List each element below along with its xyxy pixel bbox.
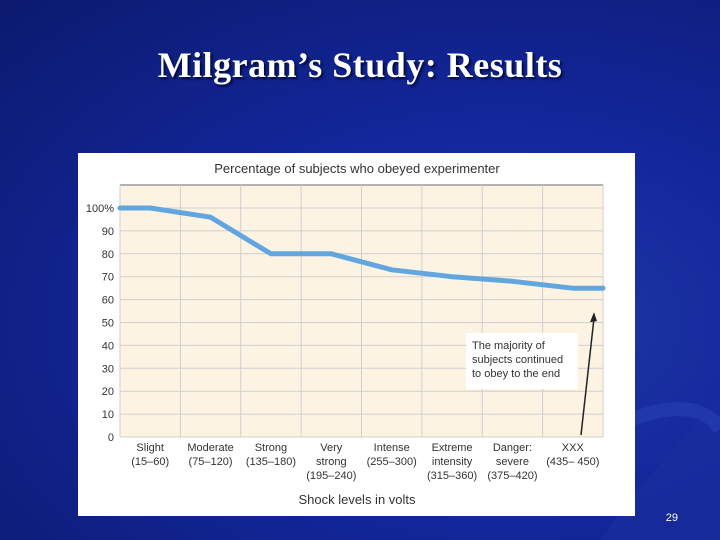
data-point [450,275,454,279]
obedience-line-chart: Percentage of subjects who obeyed experi… [86,161,606,507]
data-point [269,252,273,256]
page-number: 29 [665,512,678,524]
y-tick-label: 20 [102,386,114,398]
x-tick-label: XXX (435– 450) [546,442,599,468]
x-tick-label-line: Slight [136,442,164,454]
annotation-text: The majority of subjects continued to obey… [472,340,563,380]
x-tick-label-line: (255–300) [367,456,417,468]
y-tick-label: 90 [102,226,114,238]
x-tick-label-line: strong [316,456,347,468]
obedience-series-line [117,205,606,291]
x-tick-label-line: Extreme [432,442,473,454]
x-tick-label-line: (315–360) [427,470,477,482]
y-tick-label: 100% [86,203,114,215]
x-tick-label-line: Moderate [187,442,233,454]
x-tick-label: Very strong (195–240) [306,442,356,482]
data-point [510,279,514,283]
x-tick-label: Intense (255–300) [367,442,417,468]
x-tick-label-line: XXX [562,442,585,454]
data-point [571,286,575,290]
x-tick-label-line: (15–60) [131,456,169,468]
x-tick-label-line: (135–180) [246,456,296,468]
x-tick-label: Danger: severe (375–420) [487,442,537,482]
x-tick-label: Strong (135–180) [246,442,296,468]
data-point [148,206,152,210]
x-tick-label-line: (375–420) [487,470,537,482]
y-tick-label: 70 [102,272,114,284]
x-tick-label-line: Danger: [493,442,532,454]
annotation-line: subjects continued [472,354,563,366]
x-tick-label-line: (75–120) [189,456,233,468]
y-tick-label: 10 [102,409,114,421]
chart-title: Percentage of subjects who obeyed experi… [214,161,500,176]
data-point [209,215,213,219]
x-tick-label-line: Very [320,442,343,454]
x-tick-label: Extreme intensity (315–360) [427,442,477,482]
x-tick-label-line: (435– 450) [546,456,599,468]
chart-panel: Percentage of subjects who obeyed experi… [78,153,635,516]
annotation-box [466,333,578,389]
slide-title: Milgram’s Study: Results [157,45,563,85]
y-tick-label: 50 [102,318,114,330]
annotation-arrow-head [590,312,597,323]
x-tick-label-line: (195–240) [306,470,356,482]
x-tick-label-line: Intense [374,442,410,454]
annotation-arrow-shaft [580,318,595,436]
y-tick-label: 60 [102,295,114,307]
x-tick-label-line: intensity [432,456,473,468]
annotation-line: to obey to the end [472,368,560,380]
data-point [390,268,394,272]
y-tick-label: 0 [108,432,114,444]
x-tick-label: Slight (15–60) [131,442,169,468]
x-tick-label-line: severe [496,456,529,468]
x-tick-label: Moderate (75–120) [187,442,233,468]
y-tick-label: 80 [102,249,114,261]
x-axis-label: Shock levels in volts [298,492,416,507]
y-tick-label: 40 [102,340,114,352]
y-tick-label: 30 [102,363,114,375]
x-tick-label-line: Strong [255,442,287,454]
data-point [329,252,333,256]
annotation-line: The majority of [472,340,546,352]
